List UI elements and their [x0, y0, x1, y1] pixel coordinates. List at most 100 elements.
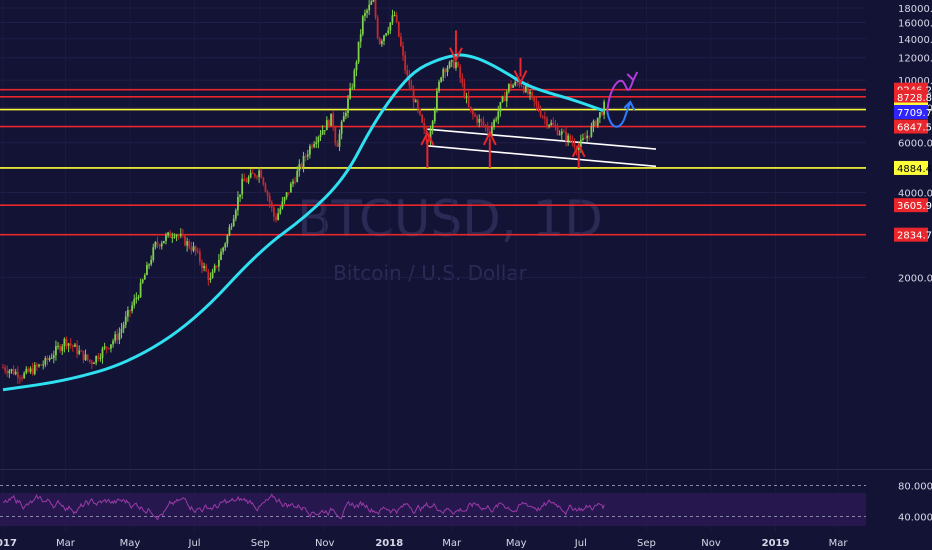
candle-body [351, 87, 354, 89]
candle-body [27, 368, 30, 372]
candle-body [482, 121, 485, 126]
candle-body [372, 0, 375, 2]
candle-body [239, 194, 241, 197]
candle-body [366, 10, 368, 13]
candle-body [507, 83, 510, 92]
watermark-symbol: BTCUSD, 1D [297, 190, 603, 248]
candle-body [281, 201, 284, 209]
candle-body [112, 340, 114, 345]
candle-body [57, 345, 59, 347]
candle-body [237, 196, 239, 211]
rsi-divider [0, 469, 932, 470]
candle-body [457, 62, 459, 67]
candle-body [175, 235, 178, 237]
projection-down-head [623, 100, 636, 111]
candle-body [277, 213, 280, 220]
candle-body [95, 355, 98, 363]
candle-body [391, 15, 394, 23]
grid [0, 0, 866, 532]
moving-average [2, 53, 604, 392]
level-label-box [894, 160, 928, 175]
candle-body [116, 334, 119, 340]
candle-body [588, 135, 591, 137]
candle-body [421, 114, 423, 123]
candle-body [283, 197, 286, 202]
candle-body [556, 126, 559, 135]
candle-body [332, 113, 335, 128]
candle-body [247, 177, 250, 183]
candle-body [552, 122, 555, 125]
candle-body [251, 172, 254, 174]
price-tick-label: 18000.0 [898, 4, 932, 15]
candle-body [285, 192, 288, 198]
candle-body [486, 126, 489, 132]
candle-body [579, 139, 582, 148]
down-arrow-head [513, 70, 528, 85]
last-price-box [894, 104, 928, 119]
candle-body [533, 95, 536, 102]
candle-body [289, 183, 292, 193]
candle-body [309, 146, 311, 155]
candle-body [395, 15, 398, 22]
candle-body [550, 122, 553, 125]
candle-body [374, 0, 377, 18]
candle-body [141, 279, 144, 283]
candle-body [522, 86, 525, 93]
candle-body [342, 116, 345, 122]
candle-body [40, 364, 42, 366]
candle-body [273, 207, 275, 217]
candle-body [577, 147, 580, 151]
watermark: BTCUSD, 1D Bitcoin / U.S. Dollar [297, 190, 603, 285]
candle-body [429, 130, 432, 142]
candle-body [433, 109, 436, 122]
candle-body [410, 85, 413, 90]
candle-body [387, 30, 390, 34]
candle-body [480, 119, 483, 122]
candle-body [302, 156, 305, 167]
candle-body [304, 156, 307, 158]
candle-body [560, 131, 563, 135]
candle-body [35, 364, 38, 367]
candle-body [376, 17, 379, 39]
candle-body [135, 297, 138, 300]
candle-body [493, 119, 495, 128]
level-label-box [894, 89, 928, 104]
candle-body [245, 181, 248, 183]
candle-body [171, 237, 174, 239]
candle-body [571, 140, 574, 143]
candle-body [86, 354, 89, 360]
candle-body [148, 264, 150, 266]
candle-body [520, 85, 523, 87]
candle-body [442, 68, 445, 78]
candle-body [234, 210, 237, 219]
price-tick-label: 6000.0 [898, 139, 932, 150]
candle-body [594, 120, 597, 126]
candle-body [497, 111, 500, 120]
candle-body [325, 120, 328, 131]
candle-body [406, 70, 409, 76]
candle-body [518, 83, 521, 86]
candle-body [296, 170, 299, 182]
candle-body [78, 350, 81, 354]
level-label: 8728.8 [897, 93, 932, 104]
projection-arrows [606, 71, 639, 128]
candle-body [397, 21, 400, 37]
candle-body [590, 126, 593, 137]
candle-body [389, 22, 392, 31]
candle-body [31, 368, 34, 374]
arrows [420, 30, 586, 168]
candle-body [160, 243, 163, 247]
candle-body [44, 358, 47, 365]
candle-body [154, 242, 157, 248]
candle-body [467, 96, 470, 107]
candle-body [501, 96, 504, 103]
projection-up-head [626, 71, 639, 82]
candle-body [256, 176, 258, 178]
candle-body [71, 345, 74, 347]
candle-body [393, 15, 396, 17]
candle-body [317, 137, 320, 143]
candle-body [99, 357, 102, 359]
candle-body [213, 265, 216, 272]
candle-body [76, 344, 78, 354]
